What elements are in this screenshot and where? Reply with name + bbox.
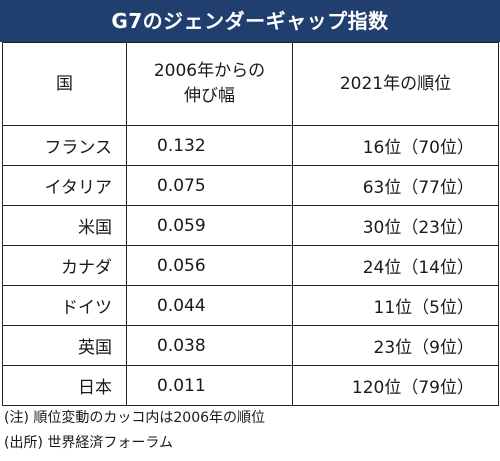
growth-cell: 0.059 bbox=[126, 205, 293, 246]
footnotes: (注) 順位変動のカッコ内は2006年の順位 (出所) 世界経済フォーラム bbox=[4, 406, 265, 456]
header-growth: 2006年からの 伸び幅 bbox=[126, 42, 293, 126]
country-cell: 米国 bbox=[2, 205, 127, 246]
country-cell: イタリア bbox=[2, 165, 127, 206]
country-cell: フランス bbox=[2, 125, 127, 166]
footnote-source: (出所) 世界経済フォーラム bbox=[4, 435, 173, 451]
rank-cell: 23位（9位） bbox=[292, 325, 499, 366]
country-cell: 英国 bbox=[2, 325, 127, 366]
header-rank: 2021年の順位 bbox=[292, 42, 499, 126]
header-row: 国 2006年からの 伸び幅 2021年の順位 bbox=[2, 42, 499, 126]
footnote-note: (注) 順位変動のカッコ内は2006年の順位 bbox=[4, 410, 266, 426]
table-row: ドイツ 0.044 11位（5位） bbox=[2, 285, 499, 326]
rank-cell: 120位（79位） bbox=[292, 365, 499, 406]
table-row: 日本 0.011 120位（79位） bbox=[2, 365, 499, 406]
growth-cell: 0.132 bbox=[126, 125, 293, 166]
growth-cell: 0.038 bbox=[126, 325, 293, 366]
table-row: フランス 0.132 16位（70位） bbox=[2, 125, 499, 166]
rank-cell: 16位（70位） bbox=[292, 125, 499, 166]
table-row: 米国 0.059 30位（23位） bbox=[2, 205, 499, 246]
table-row: カナダ 0.056 24位（14位） bbox=[2, 245, 499, 286]
header-country: 国 bbox=[2, 42, 127, 126]
table-row: イタリア 0.075 63位（77位） bbox=[2, 165, 499, 206]
infographic-title: G7のジェンダーギャップ指数 bbox=[0, 0, 500, 42]
rank-cell: 11位（5位） bbox=[292, 285, 499, 326]
table-row: 英国 0.038 23位（9位） bbox=[2, 325, 499, 366]
gender-gap-table: 国 2006年からの 伸び幅 2021年の順位 フランス 0.132 16位（7… bbox=[2, 42, 499, 406]
growth-cell: 0.044 bbox=[126, 285, 293, 326]
rank-cell: 24位（14位） bbox=[292, 245, 499, 286]
country-cell: ドイツ bbox=[2, 285, 127, 326]
country-cell: 日本 bbox=[2, 365, 127, 406]
growth-cell: 0.056 bbox=[126, 245, 293, 286]
rank-cell: 63位（77位） bbox=[292, 165, 499, 206]
growth-cell: 0.075 bbox=[126, 165, 293, 206]
header-growth-line2: 伸び幅 bbox=[184, 86, 235, 106]
rank-cell: 30位（23位） bbox=[292, 205, 499, 246]
growth-cell: 0.011 bbox=[126, 365, 293, 406]
header-growth-line1: 2006年からの bbox=[153, 61, 266, 81]
country-cell: カナダ bbox=[2, 245, 127, 286]
